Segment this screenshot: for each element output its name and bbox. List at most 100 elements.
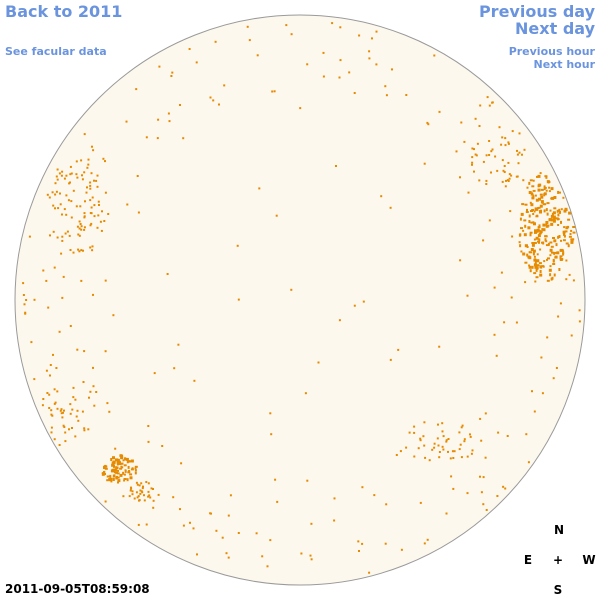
spot-mark xyxy=(83,133,86,136)
spot-mark xyxy=(570,334,573,337)
spot-mark xyxy=(469,433,471,436)
spot-mark xyxy=(177,343,180,346)
spot-mark xyxy=(166,273,169,275)
spot-mark xyxy=(535,268,538,272)
spot-mark xyxy=(552,237,555,239)
spot-mark xyxy=(419,501,422,504)
spot-mark xyxy=(531,209,535,211)
spot-mark xyxy=(534,258,537,261)
next-day-link[interactable]: Next day xyxy=(515,19,595,38)
spot-mark xyxy=(161,445,164,447)
spot-mark xyxy=(441,422,444,425)
spot-mark xyxy=(557,224,560,226)
spot-mark xyxy=(189,521,191,524)
back-to-year-link[interactable]: Back to 2011 xyxy=(5,2,123,21)
spot-mark xyxy=(488,154,491,156)
next-hour-link[interactable]: Next hour xyxy=(533,58,596,71)
spot-mark xyxy=(111,461,114,465)
spot-mark xyxy=(530,193,534,196)
spot-mark xyxy=(104,279,107,282)
spot-mark xyxy=(545,224,548,226)
spot-mark xyxy=(87,428,90,431)
spot-mark xyxy=(553,251,556,255)
previous-day-link[interactable]: Previous day xyxy=(478,2,595,21)
spot-mark xyxy=(60,252,63,255)
spot-mark xyxy=(491,148,494,151)
spot-mark xyxy=(261,555,264,558)
spot-mark xyxy=(126,203,129,206)
spot-mark xyxy=(131,467,134,470)
spot-mark xyxy=(484,456,487,459)
spot-mark xyxy=(112,314,115,317)
spot-mark xyxy=(503,321,506,324)
spot-mark xyxy=(56,390,59,393)
spot-mark xyxy=(478,125,481,127)
spot-mark xyxy=(502,169,505,172)
spot-mark xyxy=(389,206,392,209)
spot-mark xyxy=(180,462,183,465)
spot-mark xyxy=(209,96,212,99)
spot-mark xyxy=(348,71,351,74)
spot-mark xyxy=(59,203,62,206)
spot-mark xyxy=(83,350,86,353)
spot-mark xyxy=(538,238,541,242)
spot-mark xyxy=(78,234,81,237)
spot-mark xyxy=(545,189,548,192)
spot-mark xyxy=(541,265,545,268)
spot-mark xyxy=(546,212,549,216)
spot-mark xyxy=(135,491,138,494)
spot-mark xyxy=(478,179,481,182)
spot-mark xyxy=(236,244,239,247)
spot-mark xyxy=(550,215,554,218)
spot-mark xyxy=(63,409,65,412)
spot-mark xyxy=(546,336,549,339)
spot-mark xyxy=(458,431,461,434)
spot-mark xyxy=(130,487,133,490)
spot-mark xyxy=(63,208,66,211)
spot-mark xyxy=(544,203,547,206)
spot-mark xyxy=(471,156,474,159)
spot-mark xyxy=(557,235,560,239)
spot-mark xyxy=(427,123,430,126)
spot-mark xyxy=(358,550,360,552)
spot-mark xyxy=(75,160,78,163)
see-facular-data-link[interactable]: See facular data xyxy=(5,45,107,58)
previous-hour-link[interactable]: Previous hour xyxy=(508,45,595,58)
spot-mark xyxy=(504,487,507,490)
spot-mark xyxy=(89,199,92,202)
spot-mark xyxy=(128,495,131,498)
spot-mark xyxy=(559,191,561,194)
spot-mark xyxy=(549,248,553,252)
spot-mark xyxy=(528,265,532,269)
spot-mark xyxy=(431,448,434,451)
spot-mark xyxy=(537,234,541,238)
spot-mark xyxy=(422,435,425,438)
spot-mark xyxy=(466,455,469,458)
compass-east-label: E xyxy=(523,553,533,567)
spot-mark xyxy=(559,256,562,260)
spot-mark xyxy=(552,259,555,263)
spot-mark xyxy=(568,211,572,215)
spot-mark xyxy=(423,444,426,447)
spot-mark xyxy=(179,508,181,511)
spot-mark xyxy=(520,212,524,216)
spot-mark xyxy=(533,210,536,213)
spot-mark xyxy=(470,452,473,455)
spot-mark xyxy=(508,177,511,180)
spot-mark xyxy=(459,443,462,446)
spot-mark xyxy=(536,175,538,178)
spot-mark xyxy=(501,180,504,183)
spot-mark xyxy=(428,459,431,462)
spot-mark xyxy=(538,232,542,235)
spot-mark xyxy=(493,286,496,289)
spot-mark xyxy=(109,477,113,481)
spot-mark xyxy=(33,378,36,381)
spot-mark xyxy=(63,426,66,428)
compass-south-label: S xyxy=(553,583,563,597)
spot-mark xyxy=(463,438,466,441)
spot-mark xyxy=(81,410,84,413)
spot-mark xyxy=(152,499,155,502)
spot-mark xyxy=(559,249,562,252)
spot-mark xyxy=(528,181,531,185)
spot-mark xyxy=(445,439,448,442)
